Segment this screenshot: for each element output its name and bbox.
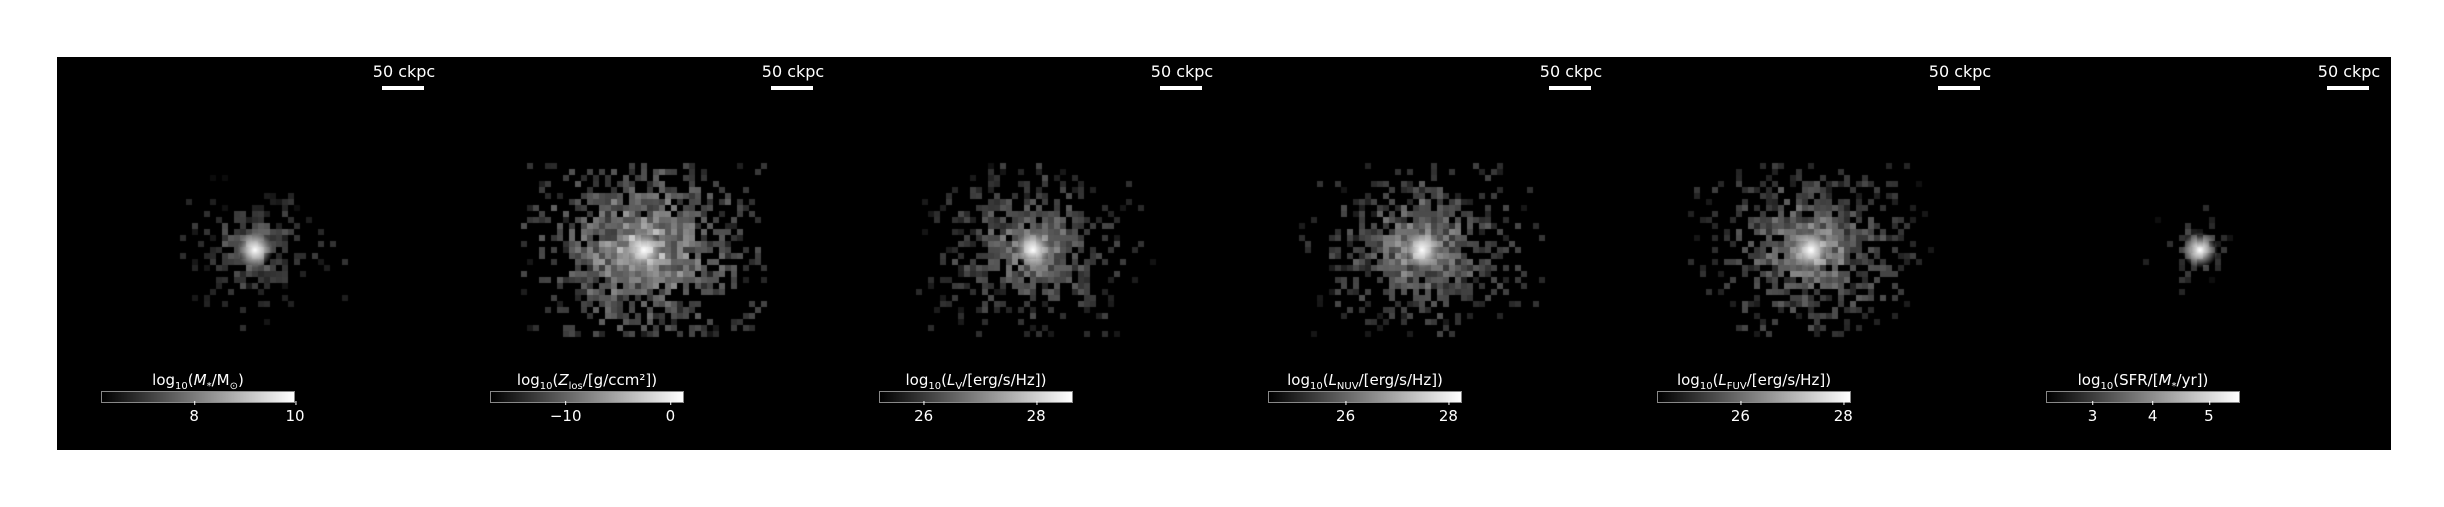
scalebar-label: 50 ckpc bbox=[372, 62, 436, 81]
galaxy-map-stellar-mass bbox=[57, 57, 446, 450]
scalebar bbox=[2327, 86, 2369, 90]
scalebar bbox=[382, 86, 424, 90]
colorbar-tick: 5 bbox=[2204, 401, 2214, 425]
panel-strip: 50 ckpc log10(M*/M⊙) 8 10 50 ckpc log10(Zlos/… bbox=[57, 57, 2391, 450]
colorbar-tick: 26 bbox=[1336, 401, 1355, 425]
colorbar-label: log10(SFR/[M*/yr]) bbox=[2077, 371, 2209, 392]
colorbar-stellar-mass: log10(M*/M⊙) 8 10 bbox=[101, 371, 305, 427]
colorbar-gradient bbox=[2046, 391, 2240, 403]
colorbar-label: log10(Zlos/[g/ccm²]) bbox=[516, 371, 658, 392]
colorbar-tick: 4 bbox=[2148, 401, 2157, 425]
scalebar bbox=[1549, 86, 1591, 90]
scalebar bbox=[1160, 86, 1202, 90]
panel-luminosity-fuv: 50 ckpc log10(LFUV/[erg/s/Hz]) 26 28 bbox=[1613, 57, 2002, 450]
colorbar-gradient bbox=[879, 391, 1073, 403]
galaxy-map-luminosity-v bbox=[835, 57, 1224, 450]
colorbar-tick: 28 bbox=[1834, 401, 1853, 425]
colorbar-label: log10(M*/M⊙) bbox=[152, 371, 244, 392]
scalebar-label: 50 ckpc bbox=[1928, 62, 1992, 81]
scalebar-label: 50 ckpc bbox=[1539, 62, 1603, 81]
galaxy-map-luminosity-nuv bbox=[1224, 57, 1613, 450]
panel-stellar-mass: 50 ckpc log10(M*/M⊙) 8 10 bbox=[57, 57, 446, 450]
colorbar-tick: 28 bbox=[1027, 401, 1046, 425]
galaxy-map-luminosity-fuv bbox=[1613, 57, 2002, 450]
colorbar-tick: 10 bbox=[285, 401, 305, 425]
colorbar-gradient bbox=[1657, 391, 1851, 403]
colorbar-metallicity: log10(Zlos/[g/ccm²]) −10 0 bbox=[490, 371, 684, 427]
panel-sfr: 50 ckpc log10(SFR/[M*/yr]) 3 4 5 bbox=[2002, 57, 2391, 450]
galaxy-map-sfr bbox=[2002, 57, 2391, 450]
panel-luminosity-nuv: 50 ckpc log10(LNUV/[erg/s/Hz]) 26 28 bbox=[1224, 57, 1613, 450]
colorbar-gradient bbox=[1268, 391, 1462, 403]
scalebar-label: 50 ckpc bbox=[2317, 62, 2381, 81]
colorbar-tick: 3 bbox=[2088, 401, 2097, 425]
scalebar bbox=[1938, 86, 1980, 90]
colorbar-luminosity-v: log10(LV/[erg/s/Hz]) 26 28 bbox=[879, 371, 1073, 427]
scalebar bbox=[771, 86, 813, 90]
colorbar-sfr: log10(SFR/[M*/yr]) 3 4 5 bbox=[2046, 371, 2240, 427]
colorbar-tick: −10 bbox=[550, 401, 581, 425]
scalebar-label: 50 ckpc bbox=[1150, 62, 1214, 81]
colorbar-tick: 26 bbox=[914, 401, 933, 425]
colorbar-luminosity-fuv: log10(LFUV/[erg/s/Hz]) 26 28 bbox=[1657, 371, 1853, 427]
colorbar-tick: 8 bbox=[189, 401, 199, 425]
panel-luminosity-v: 50 ckpc log10(LV/[erg/s/Hz]) 26 28 bbox=[835, 57, 1224, 450]
galaxy-map-metallicity bbox=[446, 57, 835, 450]
colorbar-tick: 28 bbox=[1439, 401, 1458, 425]
scalebar-label: 50 ckpc bbox=[761, 62, 825, 81]
colorbar-gradient bbox=[101, 391, 295, 403]
colorbar-luminosity-nuv: log10(LNUV/[erg/s/Hz]) 26 28 bbox=[1268, 371, 1462, 427]
colorbar-tick: 26 bbox=[1731, 401, 1750, 425]
colorbar-tick: 0 bbox=[666, 401, 675, 425]
panel-metallicity: 50 ckpc log10(Zlos/[g/ccm²]) −10 0 bbox=[446, 57, 835, 450]
colorbar-label: log10(LFUV/[erg/s/Hz]) bbox=[1676, 371, 1832, 392]
colorbar-label: log10(LV/[erg/s/Hz]) bbox=[905, 371, 1047, 392]
colorbar-label: log10(LNUV/[erg/s/Hz]) bbox=[1287, 371, 1443, 392]
colorbar-gradient bbox=[490, 391, 684, 403]
